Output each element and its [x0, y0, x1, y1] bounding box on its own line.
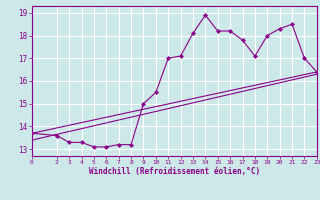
X-axis label: Windchill (Refroidissement éolien,°C): Windchill (Refroidissement éolien,°C) — [89, 167, 260, 176]
